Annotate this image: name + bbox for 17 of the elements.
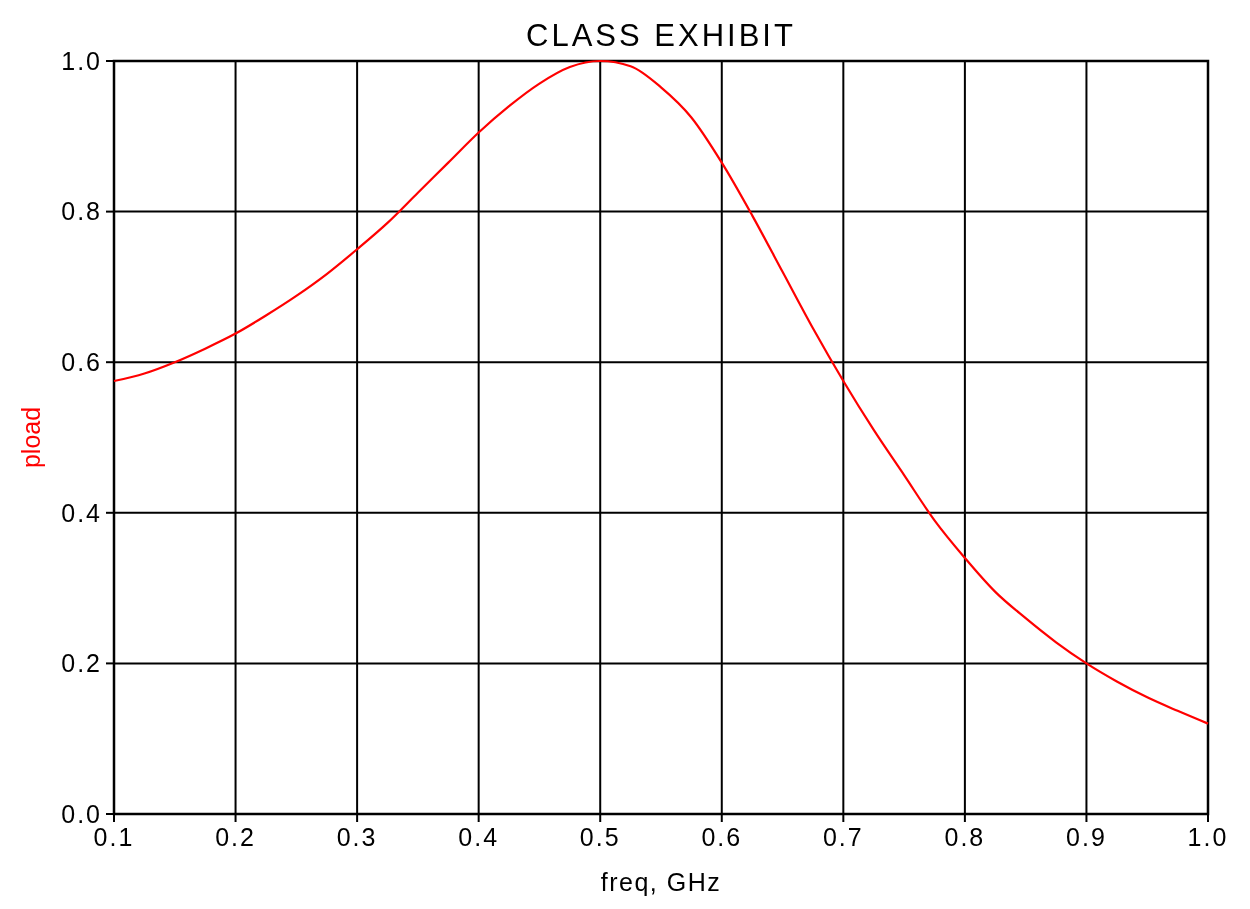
x-tick-label: 0.3 [336,823,378,851]
y-axis-title: pload [17,406,45,469]
x-axis-title: freq, GHz [600,868,722,896]
x-tick-label: 0.2 [215,823,256,851]
x-tick-label: 1.0 [1187,823,1229,851]
y-tick-label: 0.4 [61,498,102,527]
y-tick-label: 1.0 [61,46,102,75]
chart-title: CLASS EXHIBIT [526,18,796,53]
x-tick-label: 0.4 [458,823,500,851]
x-tick-label: 0.6 [701,823,743,851]
x-tick-label: 0.9 [1066,823,1107,851]
x-tick-label: 0.5 [579,823,621,851]
y-tick-label: 0.6 [61,347,102,376]
x-tick-label: 0.8 [944,823,986,851]
x-tick-label: 0.7 [822,823,864,851]
y-tick-label: 0.8 [61,197,102,226]
y-tick-label: 0.2 [61,649,102,678]
